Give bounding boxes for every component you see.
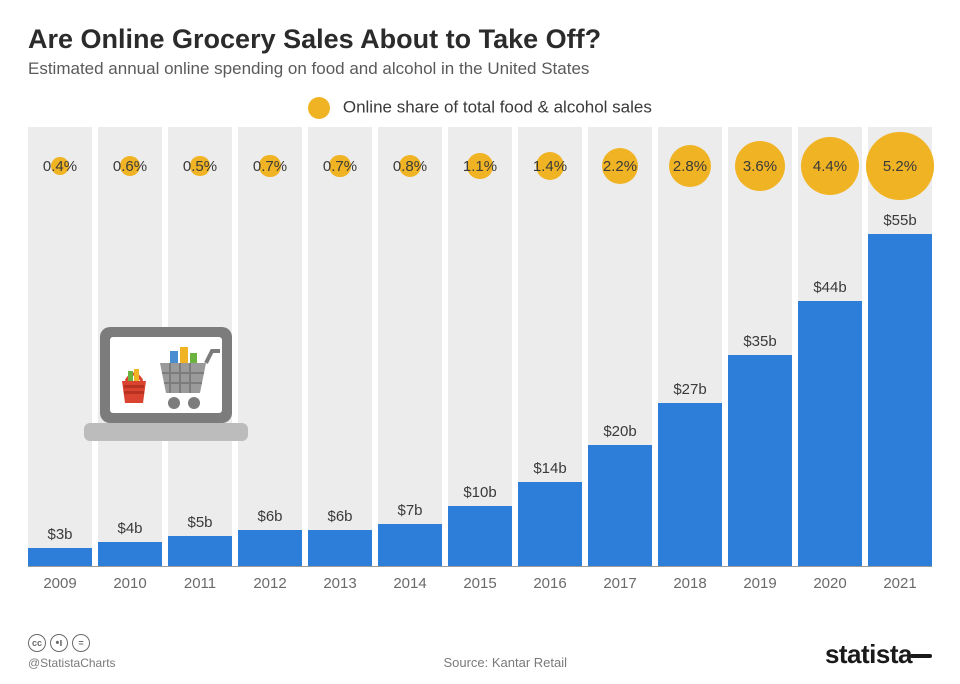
bar: $3b [28, 548, 92, 566]
share-label: 0.6% [113, 158, 147, 175]
legend-dot-icon [308, 97, 330, 119]
chart-column: 4.4% $44b [798, 127, 862, 566]
bar-value-label: $6b [238, 508, 302, 525]
bar-value-label: $27b [658, 381, 722, 398]
bar: $6b [238, 530, 302, 566]
bar: $44b [798, 301, 862, 566]
bar-value-label: $44b [798, 279, 862, 296]
bar: $20b [588, 445, 652, 566]
bar-value-label: $6b [308, 508, 372, 525]
share-label: 3.6% [743, 158, 777, 175]
bar-value-label: $4b [98, 520, 162, 537]
bar: $6b [308, 530, 372, 566]
chart-column: 0.7% $6b [308, 127, 372, 566]
x-axis-label: 2012 [238, 571, 302, 592]
bar: $35b [728, 355, 792, 566]
x-axis-label: 2014 [378, 571, 442, 592]
x-axis-label: 2009 [28, 571, 92, 592]
x-axis: 2009 2010 2011 2012 2013 2014 2015 2016 2017 2018… [28, 571, 932, 592]
x-axis-label: 2016 [518, 571, 582, 592]
share-label: 0.8% [393, 158, 427, 175]
chart-subtitle: Estimated annual online spending on food… [28, 59, 932, 79]
bar-value-label: $10b [448, 484, 512, 501]
chart-column: 1.1% $10b [448, 127, 512, 566]
x-axis-label: 2017 [588, 571, 652, 592]
laptop-illustration-icon [78, 323, 253, 458]
x-axis-label: 2019 [728, 571, 792, 592]
share-label: 5.2% [883, 158, 917, 175]
bar-chart: 0.4% $3b 0.6% $4b 0.5% $5b 0.7% $6b 0.7% $6b 0.8% $… [28, 127, 932, 567]
share-label: 2.8% [673, 158, 707, 175]
chart-column: 3.6% $35b [728, 127, 792, 566]
legend-label: Online share of total food & alcohol sal… [343, 97, 652, 116]
x-axis-label: 2013 [308, 571, 372, 592]
chart-column: 5.2% $55b [868, 127, 932, 566]
share-label: 1.1% [463, 158, 497, 175]
share-label: 0.5% [183, 158, 217, 175]
cc-license-icon: cc •ı = [28, 634, 116, 652]
chart-column: 2.2% $20b [588, 127, 652, 566]
bar-value-label: $35b [728, 333, 792, 350]
footer-handle: @StatistaCharts [28, 656, 116, 670]
x-axis-label: 2021 [868, 571, 932, 592]
share-label: 2.2% [603, 158, 637, 175]
footer-source: Source: Kantar Retail [443, 655, 567, 670]
bar: $14b [518, 482, 582, 566]
x-axis-label: 2010 [98, 571, 162, 592]
bar: $27b [658, 403, 722, 566]
share-label: 0.7% [253, 158, 287, 175]
share-label: 1.4% [533, 158, 567, 175]
bar-value-label: $20b [588, 423, 652, 440]
x-axis-label: 2011 [168, 571, 232, 592]
bar-value-label: $14b [518, 460, 582, 477]
bar: $55b [868, 234, 932, 566]
bar: $4b [98, 542, 162, 566]
footer: cc •ı = @StatistaCharts Source: Kantar R… [28, 634, 932, 670]
chart-column: 1.4% $14b [518, 127, 582, 566]
chart-column: 2.8% $27b [658, 127, 722, 566]
x-axis-label: 2015 [448, 571, 512, 592]
chart-column: 0.8% $7b [378, 127, 442, 566]
x-axis-label: 2020 [798, 571, 862, 592]
legend: Online share of total food & alcohol sal… [28, 97, 932, 119]
share-label: 0.7% [323, 158, 357, 175]
bar-value-label: $55b [868, 212, 932, 229]
share-label: 4.4% [813, 158, 847, 175]
bar-value-label: $3b [28, 526, 92, 543]
bar: $7b [378, 524, 442, 566]
bar-value-label: $5b [168, 514, 232, 531]
bar: $10b [448, 506, 512, 566]
share-label: 0.4% [43, 158, 77, 175]
chart-title: Are Online Grocery Sales About to Take O… [28, 24, 932, 55]
x-axis-label: 2018 [658, 571, 722, 592]
bar-value-label: $7b [378, 502, 442, 519]
bar: $5b [168, 536, 232, 566]
statista-logo: statista [825, 639, 932, 670]
